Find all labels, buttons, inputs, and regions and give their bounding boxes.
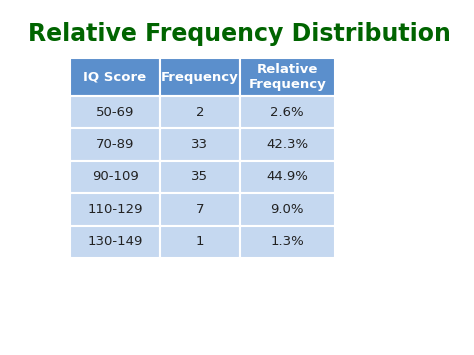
Text: 9.0%: 9.0%	[271, 203, 304, 216]
Text: 35: 35	[191, 170, 209, 184]
Text: 50-69: 50-69	[96, 106, 134, 119]
Text: 90-109: 90-109	[91, 170, 138, 184]
Bar	[239, 58, 335, 96]
Text: 130-149: 130-149	[87, 235, 143, 248]
Text: Frequency: Frequency	[161, 71, 239, 83]
Text: Relative Frequency Distribution: Relative Frequency Distribution	[28, 22, 451, 46]
Bar	[160, 161, 239, 193]
Bar	[70, 161, 160, 193]
Text: 110-129: 110-129	[87, 203, 143, 216]
Bar	[239, 193, 335, 225]
Text: 2: 2	[196, 106, 204, 119]
Bar	[160, 96, 239, 129]
Text: 44.9%: 44.9%	[266, 170, 308, 184]
Text: 42.3%: 42.3%	[266, 138, 309, 151]
Bar	[239, 96, 335, 129]
Bar	[160, 129, 239, 161]
Bar	[160, 193, 239, 225]
Text: 33: 33	[191, 138, 209, 151]
Bar	[70, 58, 160, 96]
Text: Relative
Frequency: Relative Frequency	[248, 63, 326, 91]
Text: 2.6%: 2.6%	[271, 106, 304, 119]
Bar	[239, 129, 335, 161]
Bar	[160, 225, 239, 258]
Bar	[239, 225, 335, 258]
Text: 7: 7	[196, 203, 204, 216]
Text: 1: 1	[196, 235, 204, 248]
Text: IQ Score: IQ Score	[83, 71, 146, 83]
Bar	[70, 96, 160, 129]
Bar	[70, 225, 160, 258]
Text: 1.3%: 1.3%	[271, 235, 304, 248]
Bar	[70, 193, 160, 225]
Bar	[160, 58, 239, 96]
Bar	[239, 161, 335, 193]
Bar	[70, 129, 160, 161]
Text: 70-89: 70-89	[96, 138, 134, 151]
